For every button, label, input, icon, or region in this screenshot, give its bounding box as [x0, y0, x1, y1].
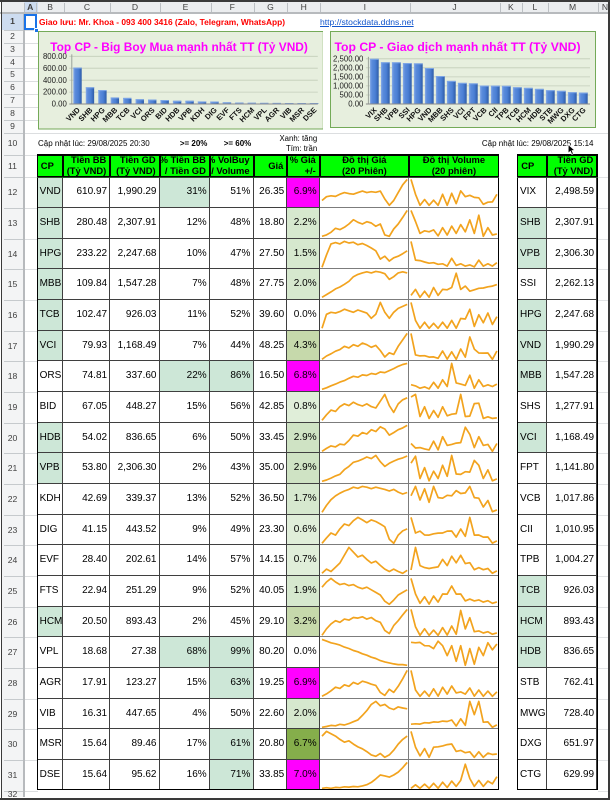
- svg-text:Top CP - Big Boy Mua mạnh nhất: Top CP - Big Boy Mua mạnh nhất TT (Tỷ VN…: [50, 40, 308, 54]
- svg-text:400.00: 400.00: [43, 76, 67, 85]
- svg-text:1,500.00: 1,500.00: [333, 72, 364, 81]
- svg-text:2,000.00: 2,000.00: [333, 63, 364, 72]
- svg-text:2,500.00: 2,500.00: [333, 54, 364, 63]
- svg-text:0.00: 0.00: [51, 100, 67, 109]
- svg-text:800.00: 800.00: [43, 52, 67, 61]
- svg-text:Top CP - Giao dịch mạnh nhất T: Top CP - Giao dịch mạnh nhất TT (Tỷ VND): [335, 40, 581, 54]
- svg-text:200.00: 200.00: [43, 88, 67, 97]
- svg-text:600.00: 600.00: [43, 64, 67, 73]
- svg-text:0.00: 0.00: [348, 99, 364, 108]
- svg-text:500.00: 500.00: [340, 90, 365, 99]
- svg-text:1,000.00: 1,000.00: [333, 81, 364, 90]
